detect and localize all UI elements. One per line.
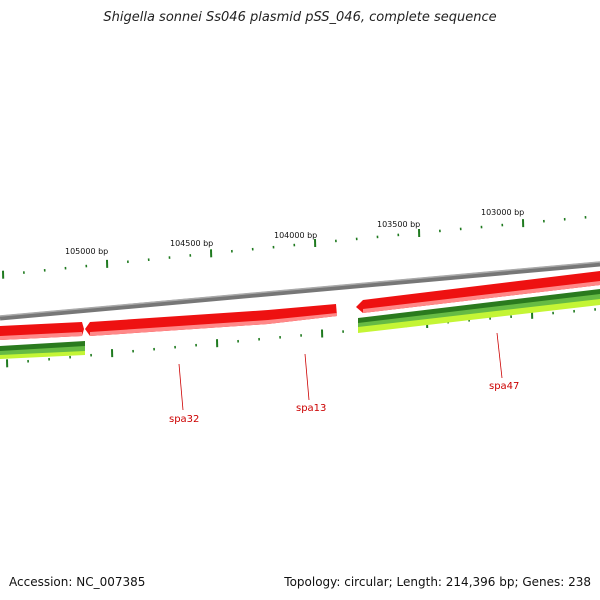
tick-label-105000: 105000 bp [65, 247, 108, 256]
topology-summary: Topology: circular; Length: 214,396 bp; … [284, 575, 591, 589]
gene-label-spa32[interactable]: spa32 [169, 414, 199, 425]
gc-tracks [0, 289, 600, 359]
tick-labels: 105000 bp 104500 bp 104000 bp 103500 bp … [65, 208, 524, 256]
tick-label-103000: 103000 bp [481, 208, 524, 217]
tick-label-103500: 103500 bp [377, 220, 420, 229]
gene-labels: spa32 spa13 spa47 [169, 332, 519, 425]
tick-label-104000: 104000 bp [274, 231, 317, 240]
leader-line [496, 332, 503, 379]
gene-label-spa47[interactable]: spa47 [489, 381, 519, 392]
track-lime [0, 351, 85, 359]
gene-arrow[interactable] [356, 271, 600, 313]
gene-track-red [0, 271, 600, 340]
gene-label-spa13[interactable]: spa13 [296, 403, 326, 414]
outer-scale-ticks [2, 216, 587, 279]
sequence-backbone [0, 261, 600, 321]
tick-label-104500: 104500 bp [170, 239, 213, 248]
sequence-backbone-highlight [0, 261, 600, 317]
track-lime [358, 299, 600, 333]
gene-shade [363, 281, 600, 313]
leader-line [304, 353, 310, 401]
gene-shade [268, 313, 337, 324]
accession-text: Accession: NC_007385 [9, 575, 146, 589]
leader-line [178, 363, 184, 411]
gene-shade [90, 320, 268, 336]
track-dark-green [0, 341, 85, 352]
gene-shade [0, 332, 82, 340]
map-title: Shigella sonnei Ss046 plasmid pSS_046, c… [103, 10, 497, 25]
